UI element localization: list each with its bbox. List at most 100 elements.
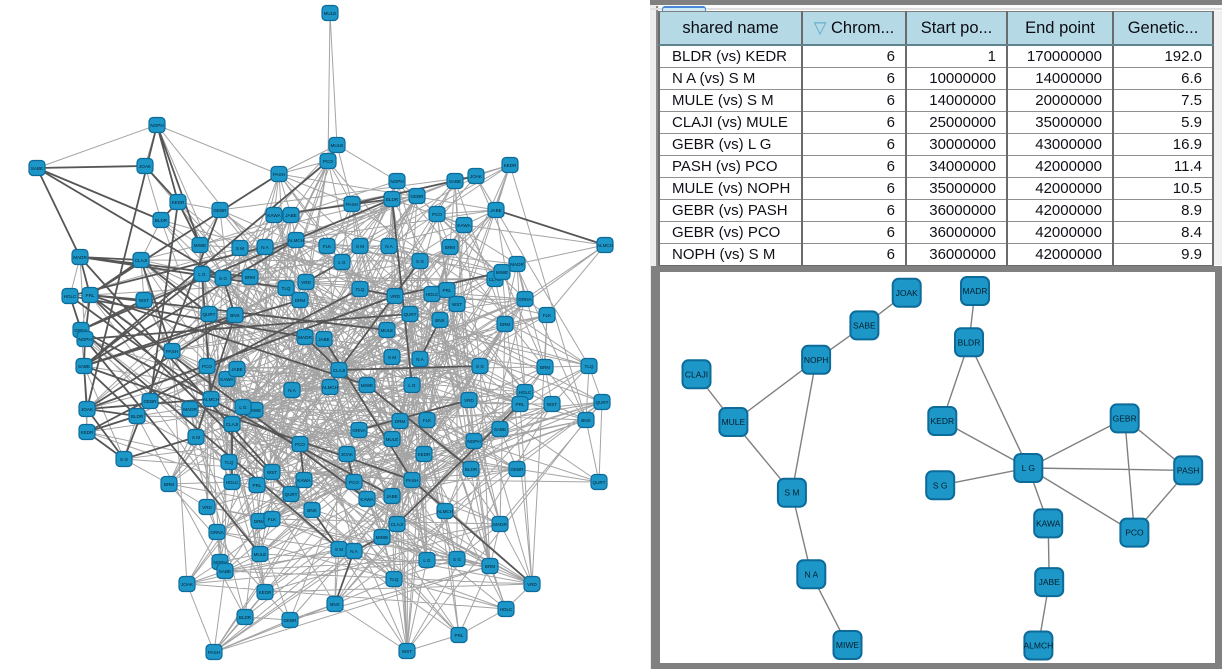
svg-text:BRM: BRM: [540, 365, 550, 370]
svg-text:GRNA: GRNA: [74, 328, 88, 333]
svg-text:MULE: MULE: [331, 143, 344, 148]
svg-text:CLAJI: CLAJI: [333, 368, 346, 373]
svg-text:PRL: PRL: [253, 483, 262, 488]
svg-text:KAWA: KAWA: [360, 497, 374, 502]
svg-text:KEDR: KEDR: [930, 416, 954, 426]
svg-text:GEBR: GEBR: [410, 194, 424, 199]
svg-text:N A: N A: [416, 357, 424, 362]
svg-text:BNX: BNX: [435, 318, 444, 323]
svg-text:ALMCH: ALMCH: [288, 238, 304, 243]
svg-text:L G: L G: [198, 272, 206, 277]
svg-text:PASH: PASH: [406, 478, 418, 483]
svg-text:BLDR: BLDR: [239, 615, 252, 620]
svg-text:NOPH: NOPH: [390, 179, 403, 184]
svg-text:S M: S M: [388, 355, 396, 360]
svg-text:S G: S G: [120, 457, 128, 462]
svg-text:BRM: BRM: [245, 275, 255, 280]
svg-text:BRM: BRM: [164, 482, 174, 487]
svg-text:NOPH: NOPH: [467, 439, 480, 444]
svg-text:FLK: FLK: [268, 517, 277, 522]
svg-text:QURT: QURT: [596, 400, 609, 405]
svg-text:JABE: JABE: [490, 208, 502, 213]
svg-text:CLAJI: CLAJI: [685, 369, 708, 379]
svg-text:JOAK: JOAK: [896, 288, 919, 298]
svg-text:KEDR: KEDR: [418, 452, 431, 457]
svg-text:BNX: BNX: [307, 508, 316, 513]
svg-text:MULE: MULE: [381, 328, 394, 333]
svg-text:CLAJI: CLAJI: [391, 522, 404, 527]
svg-text:HOLC: HOLC: [426, 292, 439, 297]
svg-text:HOLC: HOLC: [226, 480, 239, 485]
svg-text:MIWE: MIWE: [496, 270, 509, 275]
svg-text:JABE: JABE: [231, 367, 243, 372]
svg-text:TLQ: TLQ: [390, 577, 399, 582]
svg-text:MULE: MULE: [386, 437, 399, 442]
svg-text:PCO: PCO: [1125, 528, 1144, 538]
svg-text:MADR: MADR: [962, 286, 987, 296]
svg-text:FLK: FLK: [543, 313, 552, 318]
svg-text:PASH: PASH: [166, 349, 178, 354]
svg-text:QURT: QURT: [404, 312, 417, 317]
svg-text:PCO: PCO: [432, 212, 442, 217]
svg-text:BLDR: BLDR: [465, 467, 478, 472]
svg-text:WST: WST: [547, 402, 557, 407]
svg-text:MADR: MADR: [73, 255, 87, 260]
svg-text:KAWA: KAWA: [457, 223, 471, 228]
svg-text:VRD: VRD: [464, 398, 474, 403]
svg-text:NOPH: NOPH: [150, 123, 163, 128]
svg-text:KAWA: KAWA: [267, 213, 281, 218]
svg-text:MIWE: MIWE: [361, 383, 374, 388]
svg-text:BRM: BRM: [445, 245, 455, 250]
svg-text:MADR: MADR: [510, 262, 524, 267]
svg-text:S G: S G: [476, 364, 484, 369]
svg-text:JOAK: JOAK: [470, 174, 483, 179]
svg-text:BLDR: BLDR: [386, 197, 399, 202]
svg-text:GEBR: GEBR: [1113, 413, 1137, 423]
svg-text:TLQ: TLQ: [225, 460, 234, 465]
svg-text:SABE: SABE: [853, 320, 876, 330]
svg-text:QURT: QURT: [285, 492, 298, 497]
svg-text:L G: L G: [408, 383, 416, 388]
svg-text:KEDR: KEDR: [504, 163, 517, 168]
svg-text:ALMCH: ALMCH: [322, 385, 338, 390]
svg-text:WST: WST: [452, 302, 462, 307]
svg-text:PCO: PCO: [202, 364, 212, 369]
svg-text:SABE: SABE: [78, 364, 90, 369]
svg-text:VRD: VRD: [301, 280, 311, 285]
svg-text:NOPH: NOPH: [78, 337, 91, 342]
svg-text:GRNA: GRNA: [210, 530, 224, 535]
svg-text:DRM: DRM: [254, 519, 265, 524]
svg-text:WST: WST: [139, 298, 149, 303]
svg-text:S G: S G: [453, 557, 461, 562]
svg-text:DRM: DRM: [500, 322, 511, 327]
svg-text:PCO: PCO: [295, 442, 305, 447]
svg-text:SABE: SABE: [219, 569, 231, 574]
svg-text:ALMCH: ALMCH: [203, 397, 219, 402]
svg-text:JABE: JABE: [386, 494, 398, 499]
svg-text:S M: S M: [236, 246, 244, 251]
svg-text:QURT: QURT: [203, 312, 216, 317]
svg-text:SABE: SABE: [449, 179, 461, 184]
svg-text:MADR: MADR: [493, 522, 507, 527]
svg-text:JOAK: JOAK: [139, 164, 152, 169]
svg-text:N A: N A: [350, 549, 358, 554]
svg-text:MIWE: MIWE: [836, 640, 859, 650]
svg-text:TLQ: TLQ: [585, 364, 594, 369]
svg-text:PASH: PASH: [273, 172, 285, 177]
svg-text:PRL: PRL: [443, 288, 452, 293]
svg-text:CLAJI: CLAJI: [489, 277, 502, 282]
svg-text:MADR: MADR: [298, 335, 312, 340]
svg-text:MIWE: MIWE: [249, 408, 262, 413]
svg-text:FLK: FLK: [323, 244, 332, 249]
svg-text:ALMCH: ALMCH: [437, 509, 453, 514]
svg-text:PCO: PCO: [349, 480, 359, 485]
svg-text:JOAK: JOAK: [181, 582, 194, 587]
svg-text:WST: WST: [402, 649, 412, 654]
svg-text:WST: WST: [267, 470, 277, 475]
svg-text:JOAK: JOAK: [341, 452, 354, 457]
svg-text:GEBR: GEBR: [283, 618, 297, 623]
svg-text:NOPH: NOPH: [804, 355, 829, 365]
svg-text:JOAK: JOAK: [81, 407, 94, 412]
svg-text:N A: N A: [804, 569, 818, 579]
svg-text:BNX: BNX: [230, 313, 239, 318]
